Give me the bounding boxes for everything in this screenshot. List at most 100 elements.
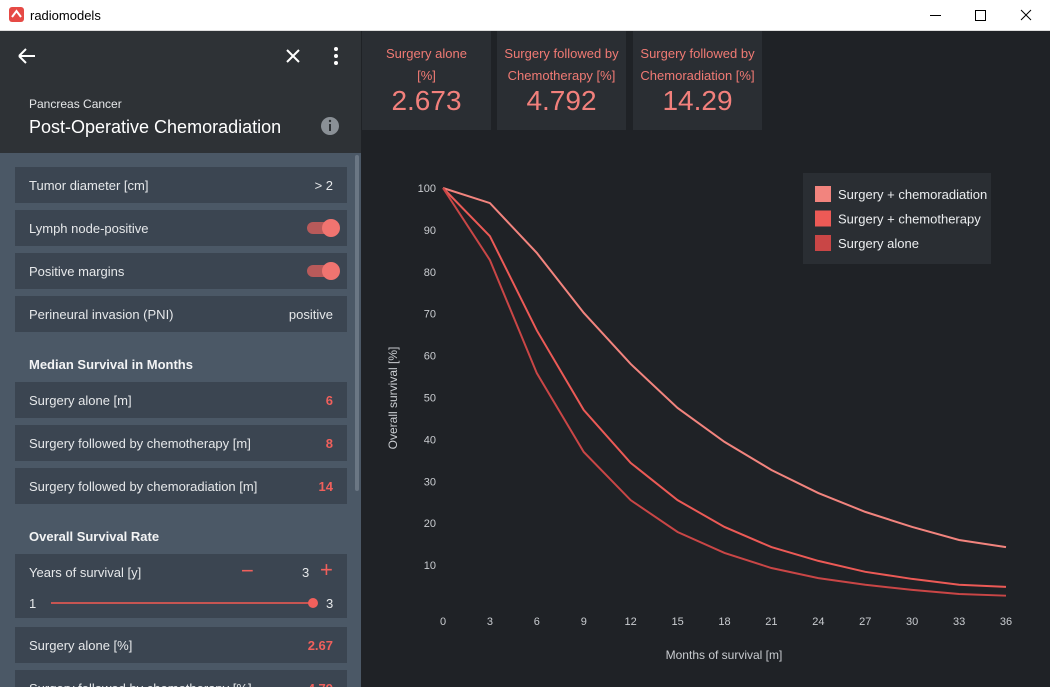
row-value: positive <box>288 307 333 322</box>
setting-row: Surgery followed by chemotherapy [%] 4.79 <box>15 670 347 687</box>
x-tick-label: 36 <box>1000 616 1012 628</box>
menu-button[interactable] <box>334 47 338 65</box>
title-bar-icons <box>9 7 1032 22</box>
setting-row: Surgery alone [%] 2.67 <box>15 627 347 663</box>
stat-card: Surgery followed by Chemotherapy [%] 4.792 <box>497 31 626 130</box>
x-tick-label: 24 <box>812 616 824 628</box>
window-title: radiomodels <box>30 8 101 23</box>
row-value: 8 <box>325 436 333 451</box>
row-label: Tumor diameter [cm] <box>29 178 149 193</box>
legend-label: Surgery + chemoradiation <box>838 187 987 202</box>
app-icon <box>9 7 24 22</box>
card-label-line: Surgery followed by <box>504 46 619 61</box>
series-line <box>442 187 1007 588</box>
x-tick-label: 15 <box>671 616 683 628</box>
y-tick-label: 90 <box>424 225 436 237</box>
scrollbar[interactable] <box>355 155 359 491</box>
card-label: Surgery alone [%] <box>362 43 491 87</box>
row-label: Perineural invasion (PNI) <box>29 307 174 322</box>
card-label-line: Chemoradiation [%] <box>640 68 755 83</box>
x-tick-label: 3 <box>487 616 493 628</box>
close-button[interactable] <box>1020 9 1032 21</box>
close-sidebar-button[interactable] <box>286 49 300 63</box>
legend-label: Surgery alone <box>838 236 919 251</box>
stat-card: Surgery alone [%] 2.673 <box>362 31 491 130</box>
stat-card: Surgery followed by Chemoradiation [%] 14.… <box>633 31 762 130</box>
row-label: Lymph node-positive <box>29 221 149 236</box>
setting-row: Surgery followed by chemoradiation [m] 14 <box>15 468 347 504</box>
legend-label: Surgery + chemotherapy <box>838 212 981 227</box>
y-tick-label: 40 <box>424 434 436 446</box>
section-heading: Median Survival in Months <box>29 357 193 372</box>
card-label-line: Surgery followed by <box>640 46 755 61</box>
row-label: Surgery alone [m] <box>29 393 132 408</box>
series-line <box>442 187 1007 597</box>
row-label: Surgery alone [%] <box>29 638 133 653</box>
back-button[interactable] <box>18 48 35 64</box>
setting-row[interactable]: Positive margins <box>15 253 347 289</box>
header-icons <box>18 47 339 135</box>
setting-row: Surgery alone [m] 6 <box>15 382 347 418</box>
minus-button[interactable]: − <box>241 558 254 583</box>
card-label-line: Chemotherapy [%] <box>507 68 616 83</box>
row-value: 2.67 <box>307 638 333 653</box>
slider-knob[interactable] <box>308 598 318 608</box>
years-box: Years of survival [y] − 3 +1 3 <box>15 554 347 618</box>
y-tick-label: 50 <box>424 393 436 405</box>
legend-swatch <box>815 186 831 202</box>
x-axis-label: Months of survival [m] <box>666 648 783 662</box>
x-tick-label: 9 <box>581 616 587 628</box>
maximize-button[interactable] <box>975 10 986 21</box>
legend-swatch <box>815 235 831 251</box>
slider-min: 1 <box>29 596 37 611</box>
x-tick-label: 27 <box>859 616 871 628</box>
card-label-line: Surgery alone <box>386 46 467 61</box>
plus-button[interactable]: + <box>320 557 333 582</box>
card-label: Surgery followed by Chemoradiation [%] <box>633 43 762 87</box>
setting-row[interactable]: Lymph node-positive <box>15 210 347 246</box>
toggle-knob <box>322 262 340 280</box>
y-tick-label: 100 <box>418 183 436 195</box>
legend-swatch <box>815 210 831 227</box>
y-tick-label: 80 <box>424 267 436 279</box>
y-tick-label: 30 <box>424 476 436 488</box>
sidebar-header: Pancreas Cancer Post-Operative Chemoradi… <box>0 31 361 153</box>
x-tick-label: 30 <box>906 616 918 628</box>
chart: Months of survival [m] Overall survival … <box>386 173 1012 662</box>
x-tick-label: 6 <box>534 616 540 628</box>
series-line <box>442 187 1007 549</box>
row-value: 4.79 <box>308 681 333 687</box>
sidebar: Pancreas Cancer Post-Operative Chemoradi… <box>0 31 361 687</box>
slider-max: 3 <box>326 596 334 611</box>
y-tick-label: 70 <box>424 309 436 321</box>
years-value: 3 <box>302 565 310 580</box>
setting-row: Surgery followed by chemotherapy [m] 8 <box>15 425 347 461</box>
info-glyph <box>329 124 331 131</box>
x-tick-label: 0 <box>440 616 446 628</box>
card-value: 2.673 <box>391 85 462 116</box>
y-tick-label: 20 <box>424 518 436 530</box>
x-tick-label: 12 <box>625 616 637 628</box>
y-tick-label: 60 <box>424 351 436 363</box>
y-tick-label: 10 <box>424 560 436 572</box>
years-label: Years of survival [y] <box>29 565 142 580</box>
model-title: Post-Operative Chemoradiation <box>29 117 282 137</box>
row-value: 14 <box>318 479 333 494</box>
setting-row: Tumor diameter [cm] > 2 <box>15 167 347 203</box>
row-label: Surgery followed by chemotherapy [m] <box>29 436 251 451</box>
card-value: 4.792 <box>526 85 597 116</box>
x-tick-label: 21 <box>765 616 777 628</box>
info-glyph-dot <box>328 119 332 123</box>
x-tick-label: 18 <box>718 616 730 628</box>
card-label-line: [%] <box>417 68 436 83</box>
row-label: Surgery followed by chemoradiation [m] <box>29 479 258 494</box>
title-bar: radiomodels <box>0 0 1050 31</box>
row-value: > 2 <box>314 178 333 193</box>
toggle-knob <box>322 219 340 237</box>
disease-label: Pancreas Cancer <box>29 97 122 111</box>
app-icon-glyph <box>11 9 22 18</box>
y-axis-label: Overall survival [%] <box>386 347 400 450</box>
x-tick-label: 33 <box>953 616 965 628</box>
row-label: Positive margins <box>29 264 125 279</box>
